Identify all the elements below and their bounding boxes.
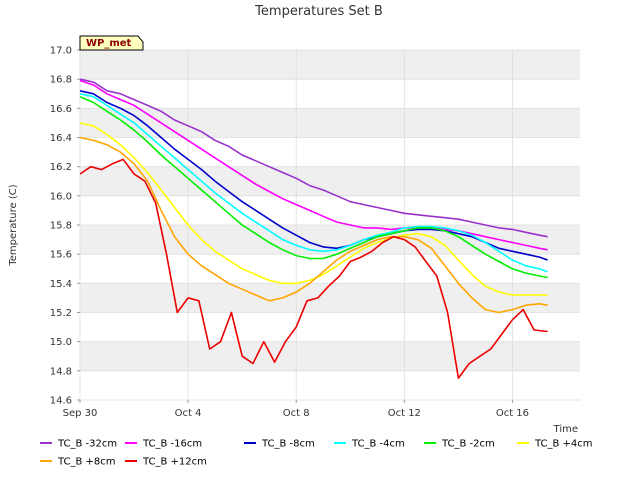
legend-item: TC_B -16cm: [125, 439, 202, 450]
y-tick-label: 15.8: [50, 221, 72, 232]
y-tick-label: 14.8: [50, 366, 72, 377]
series-line-tc-b-16cm: [79, 79, 548, 251]
y-tick-label: 16.4: [50, 133, 72, 144]
y-tick-label: 15.6: [50, 250, 72, 261]
series-line-tc-b-8cm: [79, 136, 548, 314]
x-tick-label: Oct 12: [388, 408, 421, 419]
chart-title: Temperatures Set B: [254, 4, 383, 19]
legend-item: TC_B +8cm: [40, 457, 116, 468]
legend-label: TC_B +4cm: [534, 439, 593, 450]
wp-met-badge: WP_met: [79, 35, 144, 51]
legend-item: TC_B -4cm: [334, 439, 405, 450]
legend-label: TC_B +8cm: [57, 457, 116, 468]
y-tick-label: 14.6: [50, 396, 72, 407]
y-tick-label: 16.8: [50, 75, 72, 86]
y-tick-label: 15.2: [50, 308, 72, 319]
legend-label: TC_B -8cm: [261, 439, 315, 450]
x-axis: Sep 30 Oct 4 Oct 8 Oct 12 Oct 16: [63, 400, 529, 419]
legend-item: TC_B -32cm: [40, 439, 117, 450]
x-tick-label: Oct 8: [283, 408, 310, 419]
legend-item: TC_B +4cm: [517, 439, 593, 450]
legend-label: TC_B +12cm: [142, 457, 207, 468]
plot-band: [80, 166, 580, 196]
legend-item: TC_B -2cm: [424, 439, 495, 450]
series-layer: [79, 78, 548, 379]
legend-label: TC_B -32cm: [57, 439, 117, 450]
plot-band: [80, 283, 580, 313]
legend-item: TC_B -8cm: [244, 439, 315, 450]
legend-label: TC_B -16cm: [142, 439, 202, 450]
legend-item: TC_B +12cm: [125, 457, 207, 468]
legend-label: TC_B -4cm: [351, 439, 405, 450]
y-tick-label: 16.2: [50, 162, 72, 173]
badge-box: [79, 35, 144, 51]
y-tick-label: 15.4: [50, 279, 72, 290]
x-tick-label: Sep 30: [63, 408, 98, 419]
y-tick-label: 17.0: [50, 46, 72, 57]
x-tick-label: Oct 16: [496, 408, 529, 419]
series-line-tc-b-8cm: [79, 90, 548, 261]
x-axis-label: Time: [553, 424, 578, 435]
series-line-tc-b-12cm: [79, 158, 548, 379]
series-line-tc-b-32cm: [79, 78, 548, 238]
series-line-tc-b-2cm: [79, 95, 548, 279]
plot-band: [80, 341, 580, 371]
y-tick-label: 16.6: [50, 104, 72, 115]
legend: TC_B -32cm TC_B -16cm TC_B -8cm TC_B -4cm TC…: [40, 439, 593, 468]
legend-label: TC_B -2cm: [441, 439, 495, 450]
grid-lines: [79, 49, 580, 401]
plot-band: [80, 50, 580, 80]
y-tick-label: 15.0: [50, 337, 72, 348]
series-line-tc-b-4cm: [79, 93, 548, 273]
x-tick-label: Oct 4: [175, 408, 202, 419]
badge-label: WP_met: [86, 38, 132, 49]
y-tick-label: 16.0: [50, 191, 72, 202]
y-axis: 14.6 14.8 15.0 15.2 15.4 15.6 15.8 16.0 16.2 16.4…: [50, 46, 80, 407]
y-axis-label: Temperature (C): [8, 184, 19, 266]
